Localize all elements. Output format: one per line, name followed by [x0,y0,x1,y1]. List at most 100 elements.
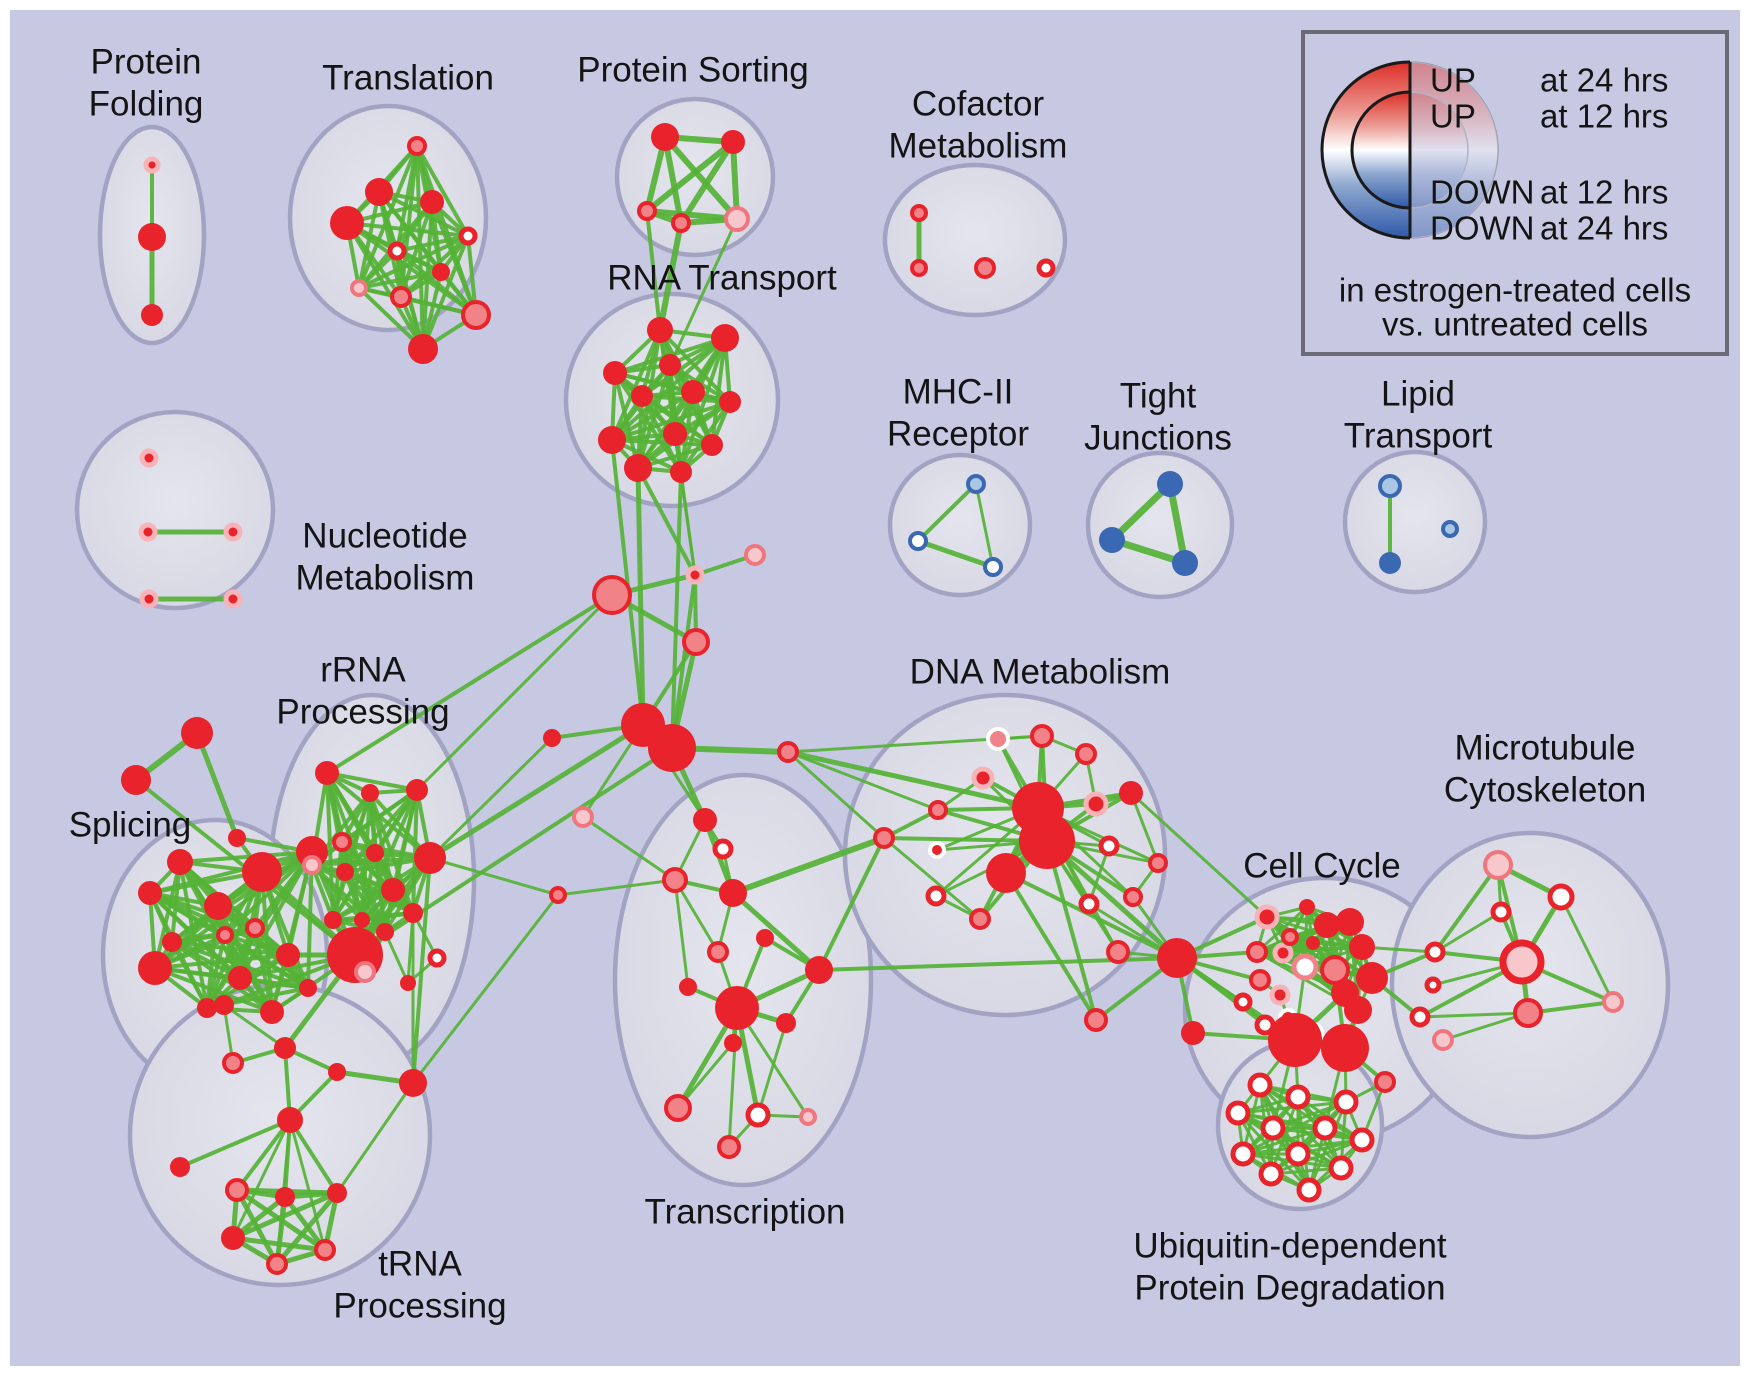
gene-node[interactable] [648,724,696,772]
gene-node[interactable] [543,729,561,747]
gene-node[interactable] [908,531,928,551]
gene-node[interactable] [719,391,741,413]
gene-node[interactable] [204,892,232,920]
gene-node[interactable] [756,929,774,947]
gene-node[interactable] [724,206,750,232]
gene-node[interactable] [324,911,342,929]
gene-node[interactable] [983,557,1003,577]
gene-node[interactable] [1230,1141,1256,1167]
gene-node[interactable] [143,156,161,174]
gene-node[interactable] [1374,1071,1396,1093]
gene-node[interactable] [1328,1155,1354,1181]
gene-node[interactable] [1019,813,1075,869]
gene-node[interactable] [399,1069,427,1097]
gene-node[interactable] [197,998,217,1018]
gene-node[interactable] [663,422,687,446]
gene-node[interactable] [873,827,895,849]
gene-node[interactable] [245,918,265,938]
gene-node[interactable] [167,849,193,875]
gene-node[interactable] [223,522,243,542]
gene-node[interactable] [1432,1029,1454,1051]
gene-node[interactable] [631,385,653,407]
gene-node[interactable] [805,956,833,984]
gene-node[interactable] [170,1157,190,1177]
gene-node[interactable] [1084,1008,1108,1032]
gene-node[interactable] [1075,743,1097,765]
gene-node[interactable] [1349,1127,1375,1153]
gene-node[interactable] [1321,1024,1369,1072]
gene-node[interactable] [670,461,692,483]
gene-node[interactable] [1291,953,1319,981]
gene-node[interactable] [799,1108,817,1126]
gene-node[interactable] [1260,1115,1286,1141]
gene-node[interactable] [1258,1161,1284,1187]
gene-node[interactable] [1036,258,1056,278]
gene-node[interactable] [572,806,594,828]
gene-node[interactable] [138,881,162,905]
gene-node[interactable] [1602,991,1624,1013]
gene-node[interactable] [603,361,627,385]
gene-node[interactable] [549,886,567,904]
gene-node[interactable] [651,123,679,151]
gene-node[interactable] [1285,1141,1311,1167]
gene-node[interactable] [724,1034,742,1052]
gene-node[interactable] [966,474,986,494]
gene-node[interactable] [365,178,393,206]
gene-node[interactable] [414,842,446,874]
gene-node[interactable] [274,1037,296,1059]
gene-node[interactable] [432,263,450,281]
gene-node[interactable] [1296,1177,1322,1203]
gene-node[interactable] [1285,1084,1311,1110]
gene-node[interactable] [1490,901,1512,923]
gene-node[interactable] [701,434,723,456]
gene-node[interactable] [1356,962,1388,994]
gene-node[interactable] [1268,1013,1322,1067]
gene-node[interactable] [1314,912,1340,938]
gene-node[interactable] [925,885,947,907]
gene-node[interactable] [420,190,444,214]
gene-node[interactable] [361,784,379,802]
gene-node[interactable] [223,589,243,609]
gene-node[interactable] [458,226,478,246]
gene-node[interactable] [162,932,182,952]
gene-node[interactable] [910,204,928,222]
gene-node[interactable] [679,978,697,996]
gene-node[interactable] [403,903,423,923]
gene-node[interactable] [121,765,151,795]
gene-node[interactable] [1424,976,1442,994]
gene-node[interactable] [1499,939,1545,985]
gene-node[interactable] [138,951,172,985]
gene-node[interactable] [381,878,405,902]
gene-node[interactable] [1378,474,1402,498]
gene-node[interactable] [715,986,759,1030]
gene-node[interactable] [1333,1089,1359,1115]
gene-node[interactable] [969,908,991,930]
gene-node[interactable] [1106,940,1130,964]
gene-node[interactable] [1157,471,1183,497]
gene-node[interactable] [406,779,428,801]
gene-node[interactable] [376,923,394,941]
gene-node[interactable] [1225,1100,1251,1126]
gene-node[interactable] [1272,942,1294,964]
gene-node[interactable] [315,761,339,785]
gene-node[interactable] [971,766,995,790]
gene-node[interactable] [592,575,632,615]
gene-node[interactable] [336,863,354,881]
gene-node[interactable] [719,879,747,907]
gene-node[interactable] [354,912,370,928]
gene-node[interactable] [228,829,246,847]
gene-node[interactable] [1336,908,1364,936]
gene-node[interactable] [400,975,416,991]
gene-node[interactable] [1254,904,1280,930]
gene-node[interactable] [662,867,688,893]
gene-node[interactable] [721,130,745,154]
gene-node[interactable] [711,324,739,352]
gene-node[interactable] [664,1094,692,1122]
gene-node[interactable] [387,241,407,261]
gene-node[interactable] [1306,936,1320,950]
gene-node[interactable] [1119,781,1143,805]
gene-node[interactable] [407,136,427,156]
gene-node[interactable] [1123,887,1143,907]
gene-node[interactable] [1269,984,1291,1006]
gene-node[interactable] [1281,928,1299,946]
